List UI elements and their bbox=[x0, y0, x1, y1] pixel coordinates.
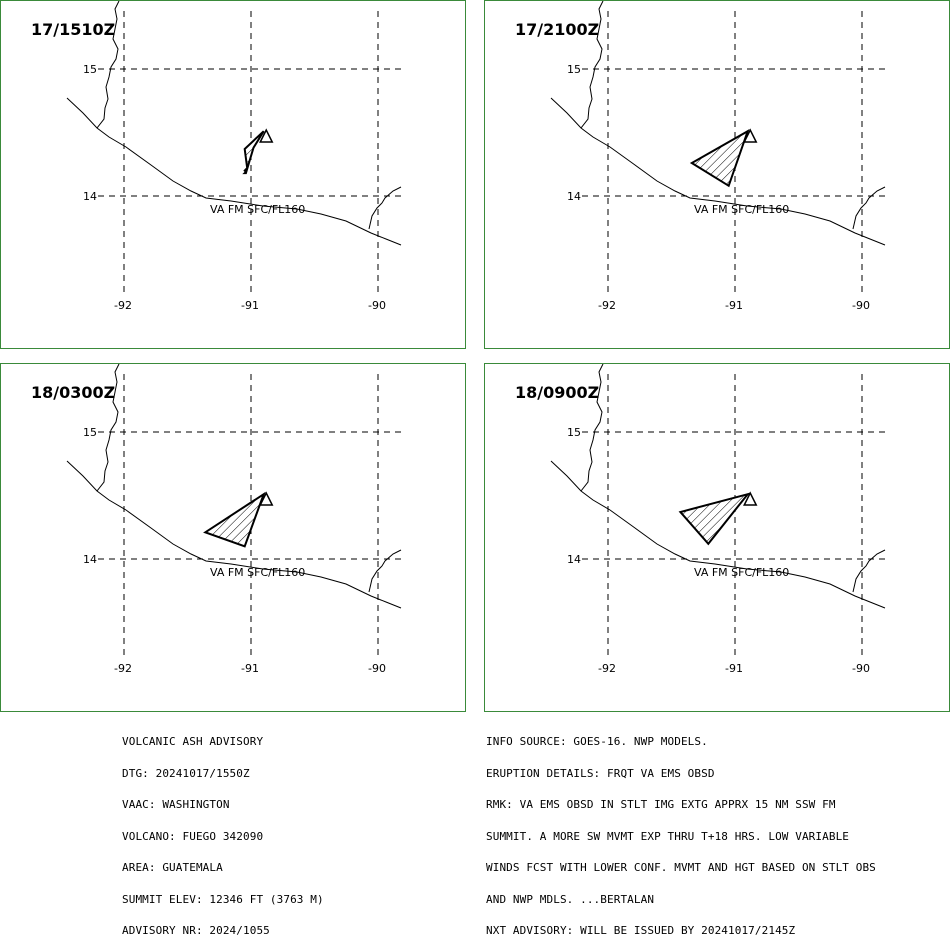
pacific-coastline bbox=[550, 460, 886, 609]
graticule bbox=[582, 11, 885, 293]
latitude-label: 15 bbox=[567, 63, 581, 76]
panel-time-label: 17/2100Z bbox=[515, 20, 599, 39]
mexico-border-line bbox=[580, 364, 604, 492]
longitude-label: -91 bbox=[725, 299, 743, 312]
panel-time-label: 18/0900Z bbox=[515, 383, 599, 402]
pacific-coastline bbox=[66, 460, 402, 609]
longitude-label: -91 bbox=[241, 299, 259, 312]
longitude-label: -90 bbox=[368, 299, 386, 312]
volcano-marker-icon bbox=[743, 128, 758, 143]
advisory-remarks-1: RMK: VA EMS OBSD IN STLT IMG EXTG APPRX … bbox=[486, 798, 836, 811]
forecast-panel-2: 17/2100Z 15 14 -92 -91 -90 VA FM SFC/FL160 bbox=[484, 0, 950, 349]
ash-cloud-polygon bbox=[203, 491, 266, 548]
latitude-label: 14 bbox=[83, 190, 97, 203]
volcano-marker-icon bbox=[259, 128, 274, 143]
latitude-label: 14 bbox=[83, 553, 97, 566]
el-salvador-border-line bbox=[852, 186, 886, 230]
forecast-panel-1: 17/1510Z 15 14 -92 -91 -90 VA FM SFC/FL160 bbox=[0, 0, 466, 349]
longitude-label: -90 bbox=[368, 662, 386, 675]
graticule bbox=[98, 374, 401, 656]
el-salvador-border-line bbox=[368, 186, 402, 230]
panel-time-label: 18/0300Z bbox=[31, 383, 115, 402]
panel-map: 17/2100Z 15 14 -92 -91 -90 VA FM SFC/FL160 bbox=[515, 1, 886, 312]
el-salvador-border-line bbox=[852, 549, 886, 593]
latitude-label: 14 bbox=[567, 190, 581, 203]
longitude-label: -90 bbox=[852, 662, 870, 675]
latitude-label: 14 bbox=[567, 553, 581, 566]
ash-cloud-polygon bbox=[678, 492, 751, 546]
latitude-label: 15 bbox=[567, 426, 581, 439]
ash-height-label: VA FM SFC/FL160 bbox=[694, 566, 789, 579]
ash-height-label: VA FM SFC/FL160 bbox=[210, 203, 305, 216]
advisory-eruption-details: ERUPTION DETAILS: FRQT VA EMS OBSD bbox=[486, 766, 715, 780]
advisory-dtg: DTG: 20241017/1550Z bbox=[122, 766, 250, 780]
advisory-remarks-4: AND NWP MDLS. ...BERTALAN bbox=[486, 892, 655, 906]
advisory-info-right: INFO SOURCE: GOES-16. NWP MODELS. ERUPTI… bbox=[486, 716, 876, 947]
advisory-volcano: VOLCANO: FUEGO 342090 bbox=[122, 829, 264, 843]
panel-time-label: 17/1510Z bbox=[31, 20, 115, 39]
longitude-label: -91 bbox=[725, 662, 743, 675]
ash-height-label: VA FM SFC/FL160 bbox=[694, 203, 789, 216]
advisory-vaac: VAAC: WASHINGTON bbox=[122, 798, 230, 811]
volcano-marker-icon bbox=[259, 491, 274, 506]
longitude-label: -92 bbox=[114, 662, 132, 675]
longitude-label: -91 bbox=[241, 662, 259, 675]
ash-height-label: VA FM SFC/FL160 bbox=[210, 566, 305, 579]
advisory-remarks-2: SUMMIT. A MORE SW MVMT EXP THRU T+18 HRS… bbox=[486, 829, 850, 843]
advisory-remarks-3: WINDS FCST WITH LOWER CONF. MVMT AND HGT… bbox=[486, 861, 876, 874]
panel-map: 18/0300Z 15 14 -92 -91 -90 VA FM SFC/FL160 bbox=[31, 364, 402, 675]
latitude-label: 15 bbox=[83, 63, 97, 76]
forecast-panel-4: 18/0900Z 15 14 -92 -91 -90 VA FM SFC/FL160 bbox=[484, 363, 950, 712]
advisory-title: VOLCANIC ASH ADVISORY bbox=[122, 735, 264, 748]
pacific-coastline bbox=[550, 97, 886, 246]
advisory-summit-elev: SUMMIT ELEV: 12346 FT (3763 M) bbox=[122, 892, 324, 906]
pacific-coastline bbox=[66, 97, 402, 246]
ash-cloud-polygon bbox=[242, 130, 265, 175]
mexico-border-line bbox=[96, 1, 120, 129]
advisory-number: ADVISORY NR: 2024/1055 bbox=[122, 924, 270, 937]
el-salvador-border-line bbox=[368, 549, 402, 593]
ash-cloud-polygon bbox=[689, 129, 750, 188]
latitude-label: 15 bbox=[83, 426, 97, 439]
longitude-label: -92 bbox=[598, 662, 616, 675]
mexico-border-line bbox=[580, 1, 604, 129]
graticule bbox=[98, 11, 401, 293]
longitude-label: -92 bbox=[598, 299, 616, 312]
graticule bbox=[582, 374, 885, 656]
mexico-border-line bbox=[96, 364, 120, 492]
longitude-label: -92 bbox=[114, 299, 132, 312]
advisory-info-source: INFO SOURCE: GOES-16. NWP MODELS. bbox=[486, 735, 708, 748]
panel-map: 17/1510Z 15 14 -92 -91 -90 VA FM SFC/FL160 bbox=[31, 1, 402, 312]
longitude-label: -90 bbox=[852, 299, 870, 312]
advisory-info-left: VOLCANIC ASH ADVISORY DTG: 20241017/1550… bbox=[122, 716, 324, 947]
advisory-area: AREA: GUATEMALA bbox=[122, 861, 223, 874]
volcano-marker-icon bbox=[743, 491, 758, 506]
panel-map: 18/0900Z 15 14 -92 -91 -90 VA FM SFC/FL160 bbox=[515, 364, 886, 675]
forecast-panel-3: 18/0300Z 15 14 -92 -91 -90 VA FM SFC/FL160 bbox=[0, 363, 466, 712]
advisory-next: NXT ADVISORY: WILL BE ISSUED BY 20241017… bbox=[486, 924, 796, 937]
